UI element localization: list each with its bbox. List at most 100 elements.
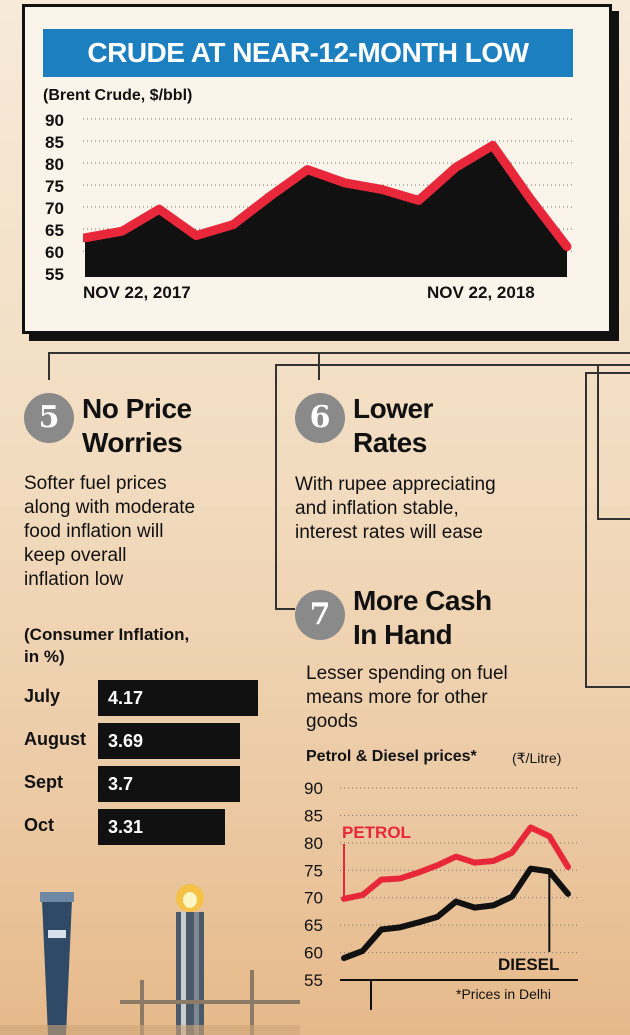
fuel-chart-unit: (₹/Litre) xyxy=(512,750,562,766)
petrol-point xyxy=(398,877,402,881)
crude-point xyxy=(305,168,309,172)
fuel-ytick: 65 xyxy=(304,916,323,935)
crude-ytick: 55 xyxy=(45,265,64,284)
crude-point xyxy=(194,234,198,238)
diesel-point xyxy=(454,900,458,904)
diesel-point xyxy=(398,925,402,929)
petrol-point xyxy=(379,878,383,882)
section5-text-line: food inflation will xyxy=(24,521,164,542)
inflation-bar: 3.31 xyxy=(98,809,225,845)
crude-line xyxy=(83,140,572,252)
diesel-point xyxy=(491,903,495,907)
crude-xtick-start: NOV 22, 2017 xyxy=(83,283,191,302)
petrol-point xyxy=(510,851,514,855)
fuel-ytick: 75 xyxy=(304,861,323,880)
inflation-category-label: Sept xyxy=(24,772,64,792)
section5-text-line: inflation low xyxy=(24,569,124,590)
petrol-point xyxy=(547,834,551,838)
badge-7: 7 xyxy=(295,590,345,640)
fuel-chart-label: Petrol & Diesel prices* xyxy=(306,748,477,765)
crude-point xyxy=(343,181,347,185)
section7-text-line: goods xyxy=(306,711,358,732)
connector-line xyxy=(597,518,630,520)
diesel-point xyxy=(379,928,383,932)
section7-text-line: Lesser spending on fuel xyxy=(306,663,508,684)
section6-text-line: and inflation stable, xyxy=(295,498,459,519)
section6-text-line: With rupee appreciating xyxy=(295,474,496,495)
connector-line xyxy=(48,352,630,354)
petrol-point xyxy=(529,825,533,829)
connector-line xyxy=(275,364,630,366)
fuel-ytick: 55 xyxy=(304,971,323,990)
inflation-label-line2: in %) xyxy=(24,647,65,666)
section5-text-line: along with moderate xyxy=(24,497,196,518)
section7-text-line: means more for other xyxy=(306,687,488,708)
crude-point xyxy=(120,229,124,233)
section6-heading-line1: Lower xyxy=(353,393,433,424)
crude-chart-title: CRUDE AT NEAR-12-MONTH LOW xyxy=(43,29,573,77)
section6-text-line: interest rates will ease xyxy=(295,522,483,543)
crude-ytick: 90 xyxy=(45,111,64,130)
badge-5: 5 xyxy=(24,393,74,443)
inflation-bar: 3.7 xyxy=(98,766,240,802)
fuel-ytick: 80 xyxy=(304,834,323,853)
crude-point xyxy=(157,207,161,211)
crude-ytick: 65 xyxy=(45,221,64,240)
crude-point xyxy=(417,198,421,202)
petrol-point xyxy=(454,855,458,859)
petrol-label: PETROL xyxy=(342,823,411,842)
crude-ytick: 80 xyxy=(45,155,64,174)
connector-line xyxy=(585,372,587,688)
crude-point xyxy=(528,196,532,200)
diesel-point xyxy=(417,920,421,924)
crude-ytick: 75 xyxy=(45,177,64,196)
crude-point xyxy=(231,223,235,227)
fuel-ytick: 85 xyxy=(304,806,323,825)
crude-point xyxy=(380,187,384,191)
petrol-point xyxy=(491,859,495,863)
inflation-bar: 3.69 xyxy=(98,723,240,759)
inflation-bar: 4.17 xyxy=(98,680,258,716)
petrol-point xyxy=(417,870,421,874)
section7-heading-line2: In Hand xyxy=(353,619,453,650)
connector-line xyxy=(318,352,320,380)
fuel-ytick: 90 xyxy=(304,779,323,798)
refinery-illustration xyxy=(0,884,300,1035)
connector-line xyxy=(585,686,630,688)
fuel-price-chart: 90 85 80 75 70 65 60 55 PETROL DIESEL xyxy=(304,779,578,1010)
petrol-point xyxy=(435,863,439,867)
crude-panel: CRUDE AT NEAR-12-MONTH LOW (Brent Crude,… xyxy=(22,4,612,334)
crude-chart xyxy=(83,118,573,277)
crude-xtick-end: NOV 22, 2018 xyxy=(427,283,535,302)
connector-line xyxy=(597,364,599,520)
crude-point xyxy=(83,236,87,240)
petrol-point xyxy=(361,893,365,897)
inflation-category-label: August xyxy=(24,729,86,749)
diesel-point xyxy=(510,895,514,899)
section7-heading-line1: More Cash xyxy=(353,585,492,616)
petrol-point xyxy=(566,865,570,869)
connector-line xyxy=(275,364,277,610)
diesel-point xyxy=(566,892,570,896)
fuel-footnote: *Prices in Delhi xyxy=(456,986,551,1002)
section5-text-line: keep overall xyxy=(24,545,127,566)
connector-line xyxy=(275,608,295,610)
crude-chart-subtitle: (Brent Crude, $/bbl) xyxy=(43,87,193,104)
crude-point xyxy=(565,245,569,249)
crude-ytick: 60 xyxy=(45,243,64,262)
diesel-point xyxy=(342,956,346,960)
diesel-point xyxy=(529,867,533,871)
inflation-bar-chart: July 4.17 August 3.69 Sept 3.7 Oct 3.31 xyxy=(24,680,274,846)
diesel-point xyxy=(473,906,477,910)
section5-heading-line1: No Price xyxy=(82,393,192,424)
diesel-point xyxy=(361,949,365,953)
crude-point xyxy=(268,194,272,198)
diesel-label: DIESEL xyxy=(498,955,559,974)
inflation-label-line1: (Consumer Inflation, xyxy=(24,625,190,644)
inflation-category-label: July xyxy=(24,686,61,706)
inflation-category-label: Oct xyxy=(24,815,55,835)
crude-ytick: 85 xyxy=(45,133,64,152)
petrol-point xyxy=(473,861,477,865)
crude-point xyxy=(454,165,458,169)
section5-heading-line2: Worries xyxy=(82,427,183,458)
